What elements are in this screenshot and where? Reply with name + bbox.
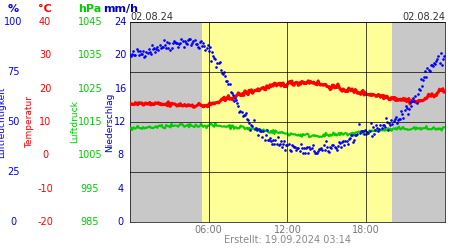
Text: 30: 30: [39, 50, 51, 60]
Text: 40: 40: [39, 17, 51, 27]
Text: °C: °C: [38, 4, 52, 15]
Text: 1015: 1015: [78, 117, 102, 127]
Text: 50: 50: [7, 117, 20, 127]
Text: 4: 4: [117, 184, 124, 194]
Text: hPa: hPa: [78, 4, 102, 15]
Text: 1005: 1005: [78, 150, 102, 160]
Text: 1045: 1045: [78, 17, 102, 27]
Text: Temperatur: Temperatur: [25, 96, 34, 148]
Text: Luftfeuchtigkeit: Luftfeuchtigkeit: [0, 86, 6, 158]
Bar: [130, 22, 202, 222]
Text: 02.08.24: 02.08.24: [402, 12, 445, 22]
Bar: [202, 22, 392, 222]
Text: 995: 995: [81, 184, 99, 194]
Text: 1035: 1035: [78, 50, 102, 60]
Text: Erstellt: 19.09.2024 03:14: Erstellt: 19.09.2024 03:14: [224, 235, 351, 245]
Text: mm/h: mm/h: [103, 4, 138, 15]
Text: 02.08.24: 02.08.24: [130, 12, 173, 22]
Text: 985: 985: [81, 217, 99, 227]
Bar: [392, 22, 445, 222]
Text: 10: 10: [39, 117, 51, 127]
Text: %: %: [8, 4, 19, 15]
Text: -10: -10: [37, 184, 53, 194]
Text: 8: 8: [117, 150, 124, 160]
Text: 0: 0: [117, 217, 124, 227]
Text: -20: -20: [37, 217, 53, 227]
Text: Luftdruck: Luftdruck: [70, 100, 79, 144]
Text: 12: 12: [114, 117, 127, 127]
Text: 20: 20: [39, 84, 51, 94]
Text: 20: 20: [114, 50, 127, 60]
Text: 24: 24: [114, 17, 127, 27]
Text: 16: 16: [114, 84, 127, 94]
Text: Niederschlag: Niederschlag: [105, 92, 114, 152]
Text: 100: 100: [4, 17, 22, 27]
Text: 25: 25: [7, 167, 20, 177]
Text: 0: 0: [10, 217, 17, 227]
Text: 75: 75: [7, 67, 20, 77]
Text: 0: 0: [42, 150, 48, 160]
Text: 1025: 1025: [77, 84, 103, 94]
